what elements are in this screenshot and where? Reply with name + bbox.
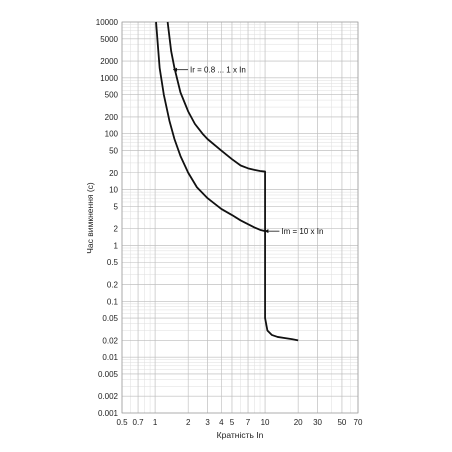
y-tick-label: 2000 [100, 57, 118, 66]
y-tick-label: 10 [109, 186, 118, 195]
y-tick-label: 0.001 [98, 409, 119, 418]
y-tick-label: 50 [109, 147, 118, 156]
x-tick-label: 1 [153, 418, 158, 427]
y-tick-label: 2 [114, 225, 119, 234]
annotation-arrowhead [173, 67, 178, 72]
y-tick-label: 0.01 [102, 353, 118, 362]
trip-curves [155, 21, 299, 342]
x-tick-label: 2 [186, 418, 191, 427]
y-tick-label: 1 [114, 241, 119, 250]
y-tick-label: 0.05 [102, 314, 118, 323]
y-tick-label: 200 [105, 113, 119, 122]
y-tick-label: 0.005 [98, 370, 119, 379]
y-axis-title: Час вимкнення (с) [85, 182, 95, 254]
x-tick-label: 10 [261, 418, 270, 427]
y-tick-label: 100 [105, 130, 119, 139]
y-tick-label: 1000 [100, 74, 118, 83]
x-tick-label: 20 [294, 418, 303, 427]
annotations: Ir = 0.8 ... 1 x In Im = 10 x In [190, 66, 323, 236]
y-tick-label: 500 [105, 91, 119, 100]
x-tick-label: 7 [246, 418, 251, 427]
y-tick-label: 20 [109, 169, 118, 178]
x-tick-label: 70 [354, 418, 363, 427]
y-tick-label: 0.2 [107, 280, 119, 289]
annotation-label: Ir = 0.8 ... 1 x In [190, 66, 246, 75]
x-tick-label: 0.7 [133, 418, 145, 427]
y-tick-label: 5 [114, 202, 119, 211]
x-tick-label: 5 [230, 418, 235, 427]
y-tick-label: 0.5 [107, 258, 119, 267]
annotation-label: Im = 10 x In [281, 227, 323, 236]
y-tick-label: 10000 [96, 18, 119, 27]
plot-frame [121, 21, 359, 414]
y-tick-label: 0.02 [102, 336, 118, 345]
annotation-leaders [173, 67, 280, 234]
x-tick-label: 3 [205, 418, 210, 427]
y-tick-label: 0.1 [107, 297, 119, 306]
y-tick-labels: 0.001 0.002 0.005 0.01 0.02 0.05 0.1 0.2 0.5 1 2 5 1… [96, 18, 119, 418]
x-tick-label: 30 [313, 418, 322, 427]
x-tick-label: 4 [219, 418, 224, 427]
lower-trip-curve [155, 21, 266, 233]
minor-gridlines [121, 22, 359, 414]
x-axis-title: Кратність In [217, 430, 264, 440]
upper-trip-curve [166, 21, 299, 342]
y-tick-label: 0.002 [98, 392, 119, 401]
x-tick-label: 0.5 [116, 418, 128, 427]
x-tick-label: 50 [337, 418, 346, 427]
annotation-arrowhead [264, 229, 269, 234]
x-tick-labels: 0.5 0.7 1 2 3 4 5 7 10 20 30 50 70 [116, 418, 363, 427]
y-tick-label: 5000 [100, 35, 118, 44]
